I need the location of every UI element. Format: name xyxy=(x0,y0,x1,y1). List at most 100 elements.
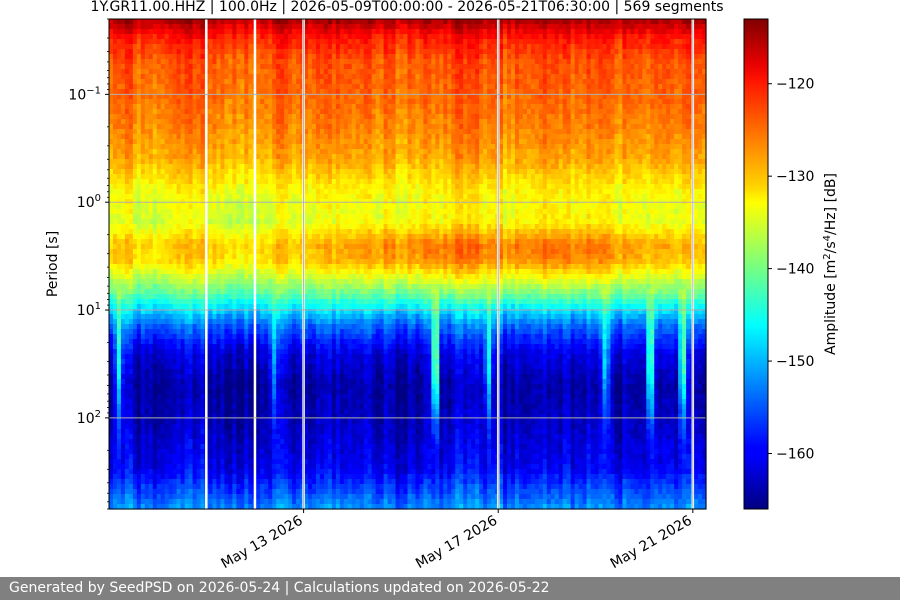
heatmap-cell xyxy=(152,489,158,495)
heatmap-cell xyxy=(296,209,301,215)
heatmap-cell xyxy=(212,284,218,290)
heatmap-cell xyxy=(244,494,249,500)
heatmap-cell xyxy=(136,49,142,55)
heatmap-cell xyxy=(180,119,186,125)
heatmap-cell xyxy=(212,169,218,175)
heatmap-cell xyxy=(272,134,277,140)
heatmap-cell xyxy=(140,104,146,110)
heatmap-cell xyxy=(120,304,126,310)
heatmap-cell xyxy=(256,349,261,355)
heatmap-cell xyxy=(272,409,277,415)
heatmap-cell xyxy=(280,159,285,165)
heatmap-cell xyxy=(308,404,313,410)
heatmap-cell xyxy=(212,224,218,230)
heatmap-cell xyxy=(280,204,285,210)
heatmap-cell xyxy=(272,464,277,470)
heatmap-cell xyxy=(292,304,297,310)
heatmap-cell xyxy=(280,109,285,115)
heatmap-cell xyxy=(196,419,202,425)
heatmap-cell xyxy=(260,269,265,275)
heatmap-cell xyxy=(300,299,305,305)
heatmap-cell xyxy=(224,244,229,250)
heatmap-cell xyxy=(172,439,178,445)
heatmap-cell xyxy=(168,284,174,290)
heatmap-cell xyxy=(184,144,190,150)
heatmap-cell xyxy=(292,259,297,265)
heatmap-cell xyxy=(248,284,253,290)
heatmap-cell xyxy=(220,169,226,175)
heatmap-cell xyxy=(240,154,245,160)
heatmap-cell xyxy=(156,39,162,45)
heatmap-cell xyxy=(272,109,277,115)
heatmap-cell xyxy=(172,84,178,90)
heatmap-cell xyxy=(264,194,269,200)
heatmap-cell xyxy=(284,429,289,435)
heatmap-cell xyxy=(264,489,269,495)
heatmap-cell xyxy=(288,269,293,275)
heatmap-cell xyxy=(124,419,130,425)
heatmap-cell xyxy=(168,234,174,240)
heatmap-cell xyxy=(224,504,229,510)
heatmap-cell xyxy=(192,414,198,420)
heatmap-cell xyxy=(208,79,214,85)
heatmap-cell xyxy=(280,34,285,40)
heatmap-cell xyxy=(176,479,182,485)
heatmap-cell xyxy=(288,324,293,330)
heatmap-cell xyxy=(200,309,206,315)
heatmap-cell xyxy=(236,44,241,50)
heatmap-cell xyxy=(188,299,194,305)
heatmap-cell xyxy=(308,289,313,295)
heatmap-cell xyxy=(264,184,269,190)
heatmap-cell xyxy=(192,219,198,225)
heatmap-cell xyxy=(244,134,249,140)
heatmap-cell xyxy=(296,249,301,255)
heatmap-cell xyxy=(284,64,289,70)
heatmap-cell xyxy=(216,339,222,345)
heatmap-cell xyxy=(268,249,273,255)
heatmap-cell xyxy=(136,464,142,470)
heatmap-cell xyxy=(144,44,150,50)
heatmap-cell xyxy=(168,334,174,340)
heatmap-cell xyxy=(136,224,142,230)
heatmap-cell xyxy=(192,474,198,480)
heatmap-cell xyxy=(232,119,237,125)
heatmap-cell xyxy=(280,404,285,410)
heatmap-cell xyxy=(232,424,237,430)
heatmap-cell xyxy=(248,124,253,130)
heatmap-cell xyxy=(120,139,126,145)
heatmap-cell xyxy=(172,254,178,260)
heatmap-cell xyxy=(160,379,166,385)
heatmap-cell xyxy=(248,239,253,245)
heatmap-cell xyxy=(288,314,293,320)
heatmap-cell xyxy=(220,34,226,40)
heatmap-cell xyxy=(200,414,206,420)
heatmap-cell xyxy=(168,384,174,390)
heatmap-cell xyxy=(272,284,277,290)
heatmap-cell xyxy=(120,459,126,465)
heatmap-cell xyxy=(240,404,245,410)
heatmap-cell xyxy=(248,264,253,270)
heatmap-cell xyxy=(308,69,313,75)
heatmap-cell xyxy=(109,269,114,275)
heatmap-cell xyxy=(124,314,130,320)
heatmap-cell xyxy=(116,299,122,305)
heatmap-cell xyxy=(212,399,218,405)
heatmap-cell xyxy=(248,179,253,185)
heatmap-cell xyxy=(296,349,301,355)
heatmap-cell xyxy=(268,204,273,210)
heatmap-cell xyxy=(144,104,150,110)
heatmap-cell xyxy=(236,359,241,365)
heatmap-cell xyxy=(220,214,226,220)
heatmap-cell xyxy=(300,349,305,355)
heatmap-cell xyxy=(120,59,126,65)
heatmap-cell xyxy=(156,254,162,260)
heatmap-cell xyxy=(288,349,293,355)
heatmap-cell xyxy=(196,474,202,480)
heatmap-cell xyxy=(304,169,309,175)
heatmap-cell xyxy=(216,254,222,260)
heatmap-cell xyxy=(260,149,265,155)
heatmap-cell xyxy=(260,469,265,475)
heatmap-cell xyxy=(256,419,261,425)
heatmap-cell xyxy=(160,504,166,510)
heatmap-cell xyxy=(128,459,134,465)
